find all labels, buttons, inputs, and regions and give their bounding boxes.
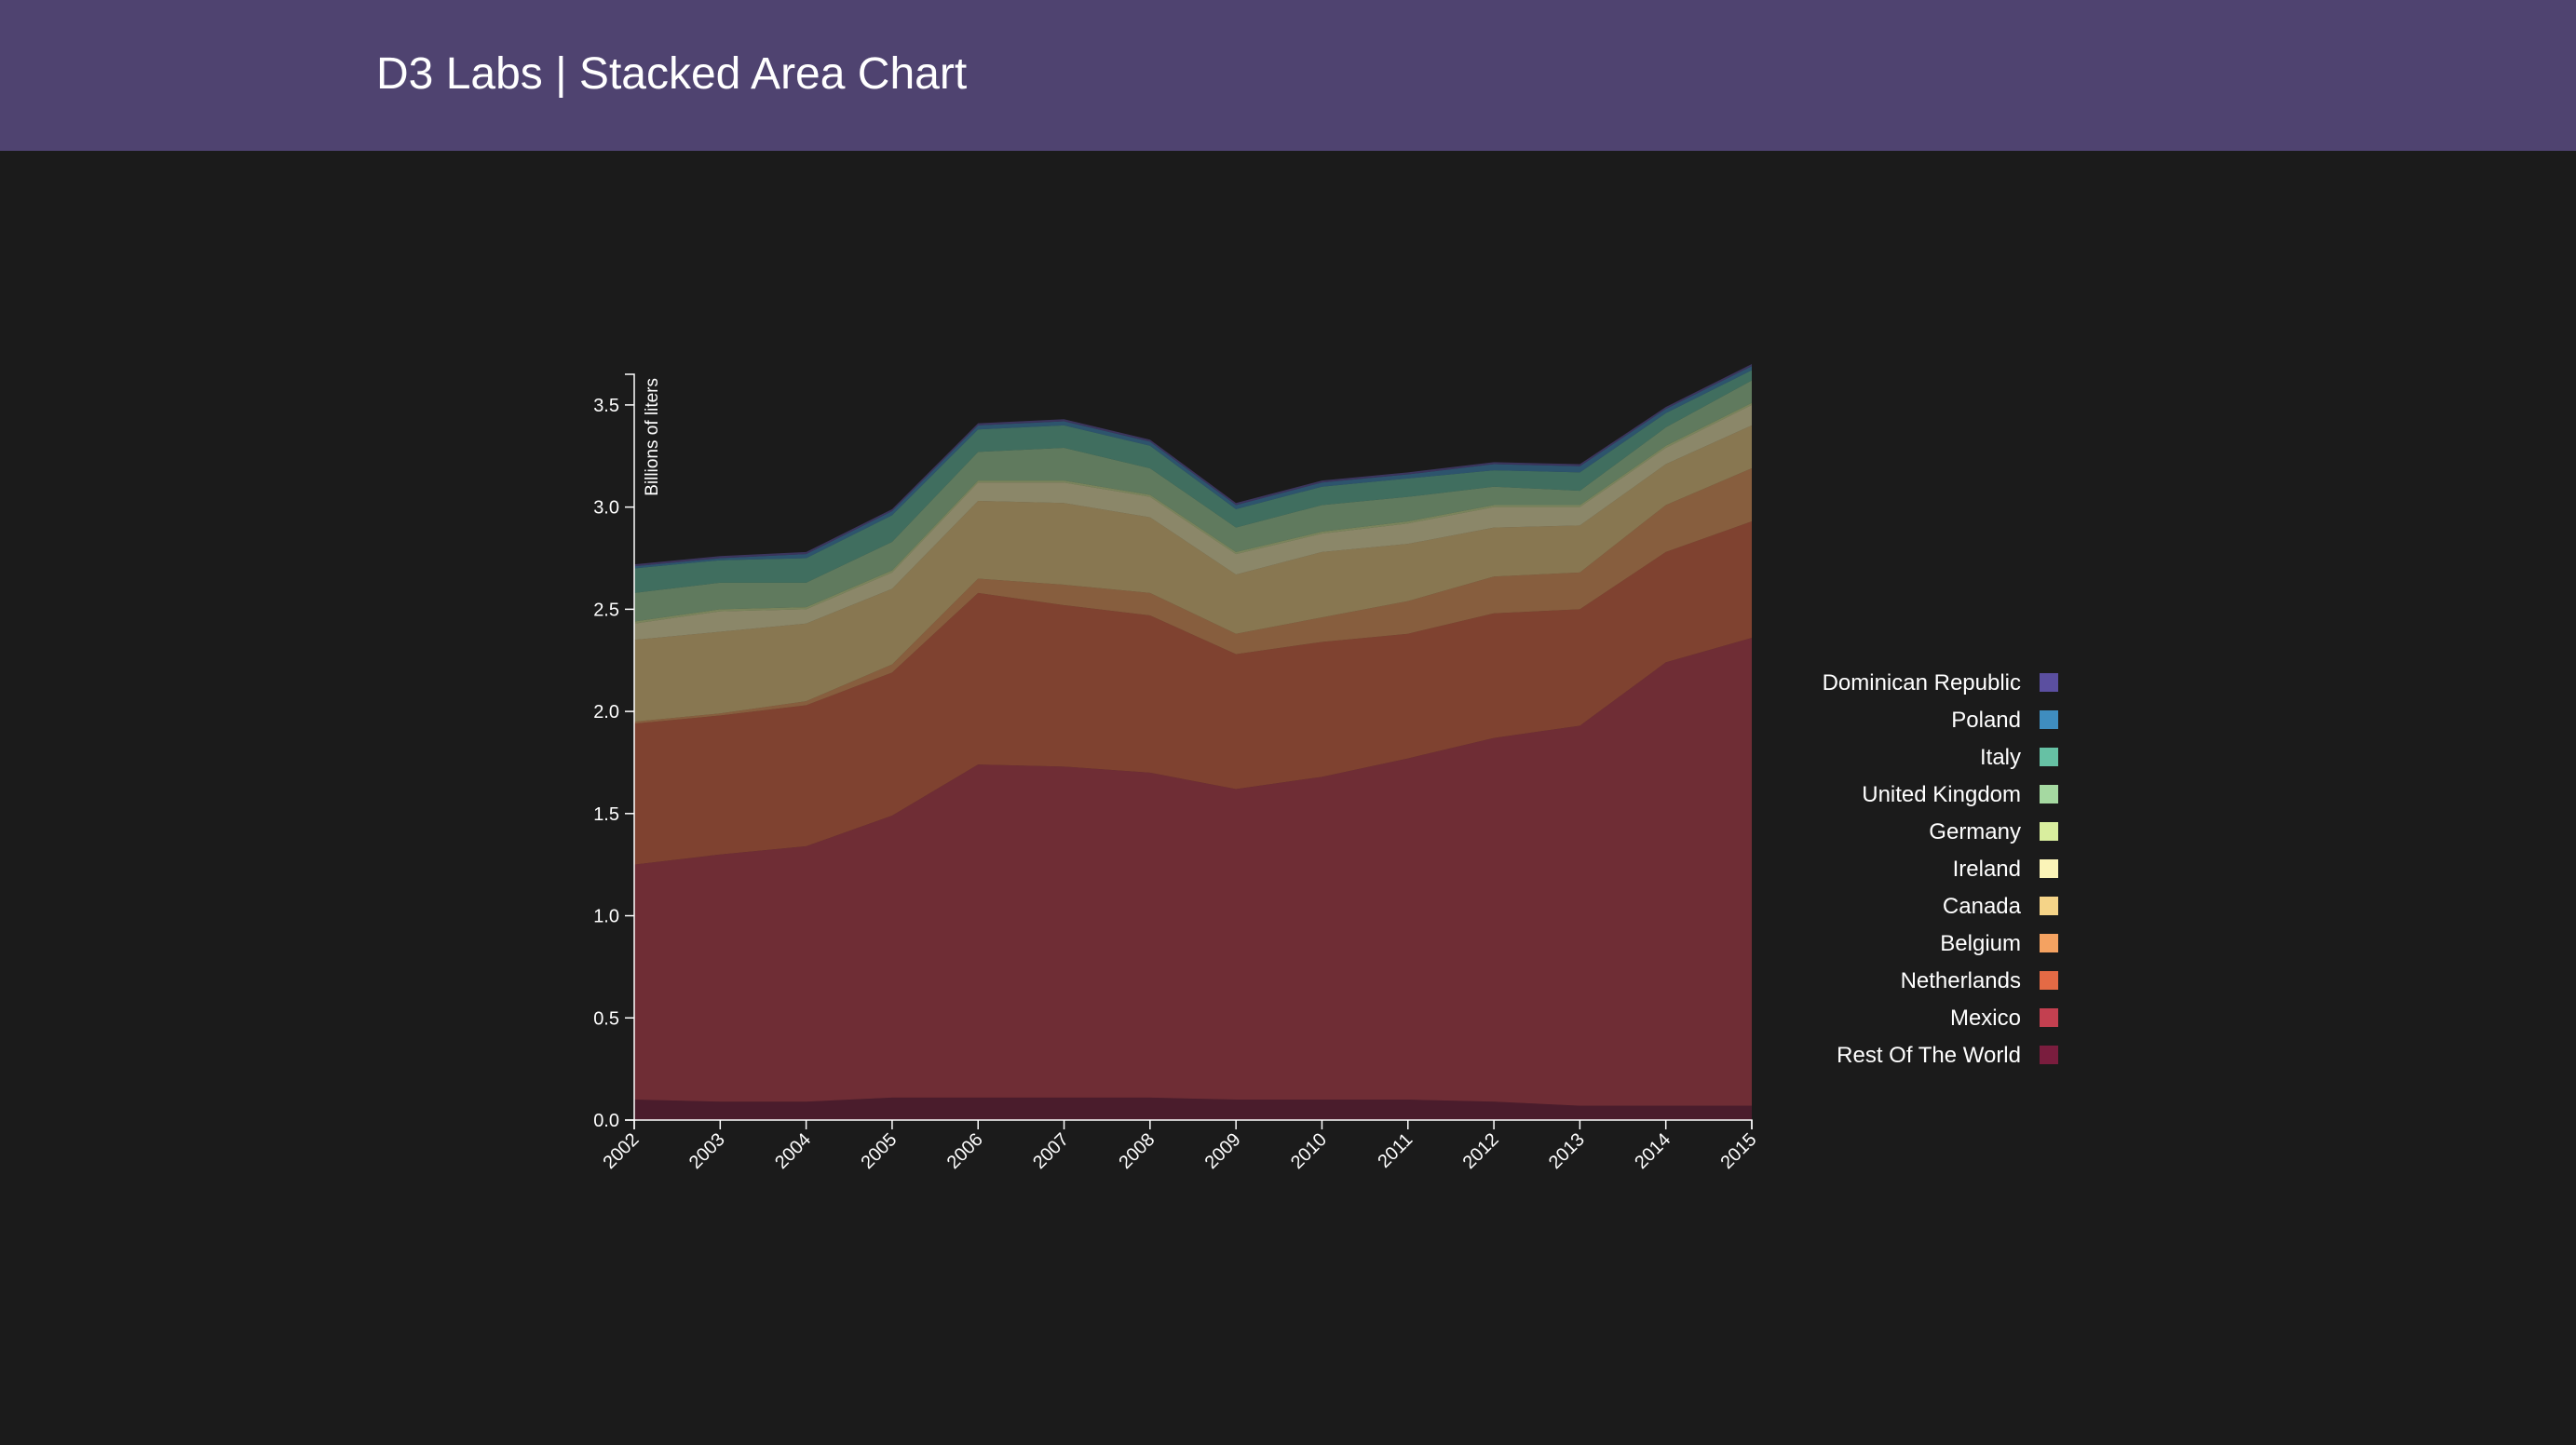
area-ireland — [634, 404, 1752, 641]
y-axis-line — [625, 373, 635, 1121]
legend-label: Belgium — [1940, 931, 2021, 956]
legend-item: Belgium — [1940, 931, 2058, 956]
y-tick-label: 3.0 — [593, 498, 619, 519]
legend-swatch — [2040, 859, 2058, 878]
legend-swatch — [2040, 897, 2058, 915]
legend-swatch — [2040, 748, 2058, 766]
area-mexico — [634, 638, 1752, 1106]
legend-label: Ireland — [1953, 857, 2021, 882]
legend-label: Dominican Republic — [1823, 670, 2021, 695]
y-axis-title: Billions of liters — [643, 378, 662, 496]
x-tick-label: 2011 — [1374, 1129, 1417, 1172]
legend-item: Canada — [1943, 894, 2058, 919]
page-title: D3 Labs | Stacked Area Chart — [376, 49, 968, 99]
area-belgium — [634, 467, 1752, 724]
x-tick-label: 2015 — [1717, 1129, 1761, 1173]
legend-item: Italy — [1980, 745, 2058, 770]
area-canada — [634, 425, 1752, 722]
area-netherlands — [634, 521, 1752, 865]
legend-swatch — [2040, 673, 2058, 692]
x-tick-label: 2010 — [1287, 1129, 1331, 1173]
y-tick-label: 2.5 — [593, 600, 619, 620]
page-header: D3 Labs | Stacked Area Chart — [0, 0, 2576, 151]
legend-item: Ireland — [1953, 857, 2058, 882]
legend-item: Mexico — [1950, 1006, 2058, 1031]
y-axis: 0.0 0.5 1.0 1.5 2.0 2.5 3.0 3.5 — [593, 373, 635, 1131]
legend-swatch — [2040, 1046, 2058, 1064]
legend-swatch — [2040, 785, 2058, 804]
x-axis: 2002 2003 2004 2005 2006 2007 2008 2009 2010 2011… — [600, 1119, 1761, 1173]
x-axis-line — [633, 1119, 1753, 1129]
legend-label: Germany — [1929, 819, 2021, 844]
x-tick-label: 2012 — [1459, 1129, 1503, 1173]
area-united-kingdom — [634, 380, 1752, 622]
area-italy — [634, 370, 1752, 593]
y-tick-label: 2.0 — [593, 702, 619, 722]
legend: Dominican Republic Poland Italy United King… — [1823, 670, 2058, 1068]
y-tick-label: 1.0 — [593, 907, 619, 927]
legend-label: Poland — [1951, 708, 2021, 733]
x-tick-label: 2002 — [600, 1129, 644, 1173]
x-tick-label: 2008 — [1115, 1129, 1159, 1173]
legend-swatch — [2040, 822, 2058, 841]
x-tick-label: 2004 — [771, 1129, 815, 1173]
legend-swatch — [2040, 710, 2058, 729]
legend-label: Mexico — [1950, 1006, 2021, 1031]
x-tick-label: 2014 — [1631, 1129, 1674, 1173]
legend-item: Rest Of The World — [1837, 1043, 2058, 1068]
legend-label: United Kingdom — [1862, 782, 2021, 807]
x-tick-label: 2005 — [857, 1129, 901, 1173]
legend-swatch — [2040, 934, 2058, 952]
y-tick-label: 0.0 — [593, 1111, 619, 1131]
areas-layer — [634, 364, 1752, 1120]
area-poland — [634, 366, 1752, 569]
legend-item: Germany — [1929, 819, 2058, 844]
legend-label: Italy — [1980, 745, 2021, 770]
legend-item: Poland — [1951, 708, 2058, 733]
legend-item: Netherlands — [1901, 968, 2058, 993]
legend-label: Canada — [1943, 894, 2022, 919]
y-tick-label: 1.5 — [593, 804, 619, 825]
x-tick-label: 2006 — [943, 1129, 987, 1173]
y-tick-label: 0.5 — [593, 1008, 619, 1029]
x-tick-label: 2009 — [1201, 1129, 1245, 1173]
x-tick-label: 2007 — [1029, 1129, 1073, 1173]
legend-swatch — [2040, 971, 2058, 990]
y-tick-label: 3.5 — [593, 396, 619, 416]
x-tick-label: 2003 — [685, 1129, 729, 1173]
legend-label: Netherlands — [1901, 968, 2021, 993]
area-rest-of-the-world — [634, 1097, 1752, 1120]
legend-item: United Kingdom — [1862, 782, 2058, 807]
legend-swatch — [2040, 1008, 2058, 1027]
legend-item: Dominican Republic — [1823, 670, 2058, 695]
legend-label: Rest Of The World — [1837, 1043, 2021, 1068]
x-tick-label: 2013 — [1545, 1129, 1589, 1173]
